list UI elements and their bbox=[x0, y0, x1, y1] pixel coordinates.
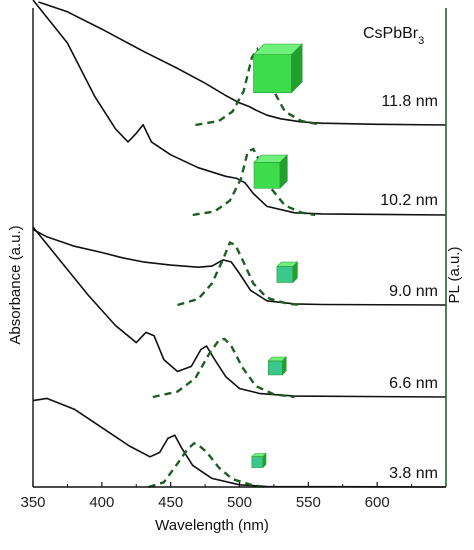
chart-title: CsPbBr3 bbox=[363, 25, 424, 47]
x-tick-label-500: 500 bbox=[227, 494, 252, 511]
size-label-5: 3.8 nm bbox=[389, 465, 438, 482]
nanocrystal-cube-3 bbox=[276, 261, 299, 284]
absorbance-line-3 bbox=[32, 228, 447, 306]
size-label-1: 11.8 nm bbox=[381, 93, 438, 110]
chart-title-base: CsPbBr bbox=[363, 25, 419, 42]
absorbance-line-5 bbox=[32, 397, 447, 488]
x-tick-label-550: 550 bbox=[296, 494, 321, 511]
axes-layer: 350 400 450 500 550 600 bbox=[20, 8, 447, 511]
x-tick-label-350: 350 bbox=[20, 494, 45, 511]
plot-layer: 11.8 nm 10.2 nm 9.0 nm 6.6 nm 3.8 nm bbox=[32, 0, 447, 489]
x-axis-title: Wavelength (nm) bbox=[155, 517, 269, 534]
chart-title-subscript: 3 bbox=[418, 35, 424, 47]
x-tick-label-450: 450 bbox=[158, 494, 183, 511]
nanocrystal-cube-5 bbox=[251, 452, 267, 469]
pl-line-1 bbox=[195, 46, 323, 127]
pl-line-3 bbox=[177, 241, 302, 307]
size-label-3: 9.0 nm bbox=[389, 283, 438, 300]
y-axis-left-title: Absorbance (a.u.) bbox=[7, 225, 24, 344]
pl-line-5 bbox=[148, 441, 268, 489]
nanocrystal-cube-2 bbox=[253, 154, 289, 190]
nanocrystal-cube-4 bbox=[267, 356, 287, 376]
x-tick-label-600: 600 bbox=[365, 494, 390, 511]
pl-line-4 bbox=[152, 337, 295, 399]
nanocrystal-cube-1 bbox=[252, 43, 303, 94]
size-label-2: 10.2 nm bbox=[380, 192, 438, 209]
y-axis-right-title: PL (a.u.) bbox=[446, 247, 463, 304]
x-tick-label-400: 400 bbox=[89, 494, 114, 511]
pl-line-2 bbox=[192, 147, 316, 217]
absorbance-line-4 bbox=[32, 226, 447, 398]
size-label-4: 6.6 nm bbox=[389, 375, 438, 392]
absorbance-line-2 bbox=[32, 0, 447, 216]
